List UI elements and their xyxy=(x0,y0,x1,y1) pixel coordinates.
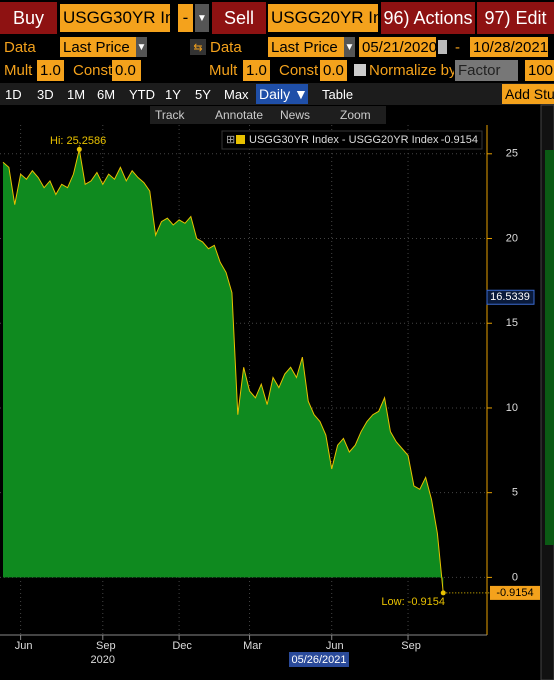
const-label: Const xyxy=(73,62,113,79)
mult-label: Mult xyxy=(209,62,238,79)
start-date[interactable]: 05/21/2020 xyxy=(359,37,436,57)
y-tick-label: 5 xyxy=(512,487,518,499)
legend-box xyxy=(221,130,483,150)
actions-menu[interactable]: 96) Actions xyxy=(381,2,475,34)
y-tick-label: 20 xyxy=(506,232,518,244)
security-input[interactable]: USGG20YR Ind xyxy=(268,4,378,32)
factor-input[interactable]: 100. xyxy=(525,60,554,81)
x-tick-label: Jun xyxy=(15,640,33,652)
legend-expand: ⊞ xyxy=(226,134,235,146)
low-point xyxy=(440,590,446,596)
period-button[interactable]: 5Y xyxy=(195,86,211,102)
series-line xyxy=(2,149,444,593)
tool-button[interactable]: Zoom xyxy=(340,108,371,122)
marker-box xyxy=(486,289,535,305)
normalize-label: Normalize by xyxy=(369,62,454,79)
legend-swatch xyxy=(236,135,245,144)
y-tick-label: 10 xyxy=(506,402,518,414)
sell-button[interactable]: Sell xyxy=(212,2,266,34)
hi-label: Hi: 25.2586 xyxy=(50,135,106,147)
swap-icon[interactable]: ⇆ xyxy=(190,39,206,55)
x-tick-label: Sep xyxy=(401,640,421,652)
checkbox[interactable] xyxy=(354,64,366,76)
const-label: Const xyxy=(279,62,319,79)
period-button[interactable]: 3D xyxy=(37,86,54,102)
crosshair-box xyxy=(289,652,349,667)
buy-button[interactable]: Buy xyxy=(0,2,57,34)
crosshair-label: 05/26/2021 xyxy=(291,654,346,666)
x-tick-label: Dec xyxy=(172,640,192,652)
period-button[interactable]: 1M xyxy=(67,86,86,102)
end-date[interactable]: 10/28/2021 xyxy=(470,37,548,57)
table-button[interactable]: Table xyxy=(322,86,354,102)
low-label: Low: -0.9154 xyxy=(381,596,445,608)
dropdown-arrow[interactable]: ▼ xyxy=(344,37,355,57)
y-tick-label: 25 xyxy=(506,148,518,160)
period-button[interactable]: YTD xyxy=(129,86,155,102)
field-select[interactable]: Last Price xyxy=(268,37,344,57)
y-tick-label: 15 xyxy=(506,317,518,329)
period-button[interactable]: Max xyxy=(224,86,249,102)
legend-name: USGG30YR Index - USGG20YR Index xyxy=(249,134,439,146)
last-value-box xyxy=(490,585,540,600)
marker-label: 16.5339 xyxy=(490,291,530,303)
factor-select[interactable]: Factor xyxy=(455,60,518,81)
last-value-label: -0.9154 xyxy=(496,587,533,599)
calendar-icon[interactable] xyxy=(438,40,447,54)
x-tick-label: Sep xyxy=(96,640,116,652)
dropdown-arrow[interactable]: ▼ xyxy=(195,4,209,32)
tool-button[interactable]: Annotate xyxy=(215,108,264,122)
period-button[interactable]: 1Y xyxy=(165,86,181,102)
mult-input[interactable]: 1.0 xyxy=(37,60,64,81)
const-input[interactable]: 0.0 xyxy=(112,60,141,81)
const-input[interactable]: 0.0 xyxy=(320,60,347,81)
tool-button[interactable]: News xyxy=(280,108,311,122)
dropdown-arrow[interactable]: ▼ xyxy=(136,37,147,57)
legend-value: -0.9154 xyxy=(441,134,478,146)
year-label: 2020 xyxy=(91,654,115,666)
x-tick-label: Jun xyxy=(326,640,344,652)
mult-input[interactable]: 1.0 xyxy=(243,60,270,81)
mult-label: Mult xyxy=(4,62,33,79)
field-label: Data xyxy=(210,38,242,56)
period-button[interactable]: 6M xyxy=(97,86,116,102)
area-fill xyxy=(3,149,444,593)
frequency-select[interactable]: Daily ▼ xyxy=(256,84,308,104)
side-panel-area xyxy=(545,150,554,545)
y-tick-label: 0 xyxy=(512,571,518,583)
security-input[interactable]: USGG30YR Inc xyxy=(60,4,170,32)
field-label: Data xyxy=(4,38,36,56)
edit-menu[interactable]: 97) Edit xyxy=(477,2,554,34)
tool-button[interactable]: Track xyxy=(155,108,185,122)
operator-box[interactable]: - xyxy=(178,4,193,32)
field-select[interactable]: Last Price xyxy=(60,37,136,57)
x-tick-label: Mar xyxy=(243,640,262,652)
tool-bar xyxy=(150,106,386,124)
add-study-button[interactable]: Add Stud xyxy=(502,84,554,104)
hi-point xyxy=(76,146,82,152)
period-button[interactable]: 1D xyxy=(5,86,22,102)
date-separator: - xyxy=(455,38,460,56)
